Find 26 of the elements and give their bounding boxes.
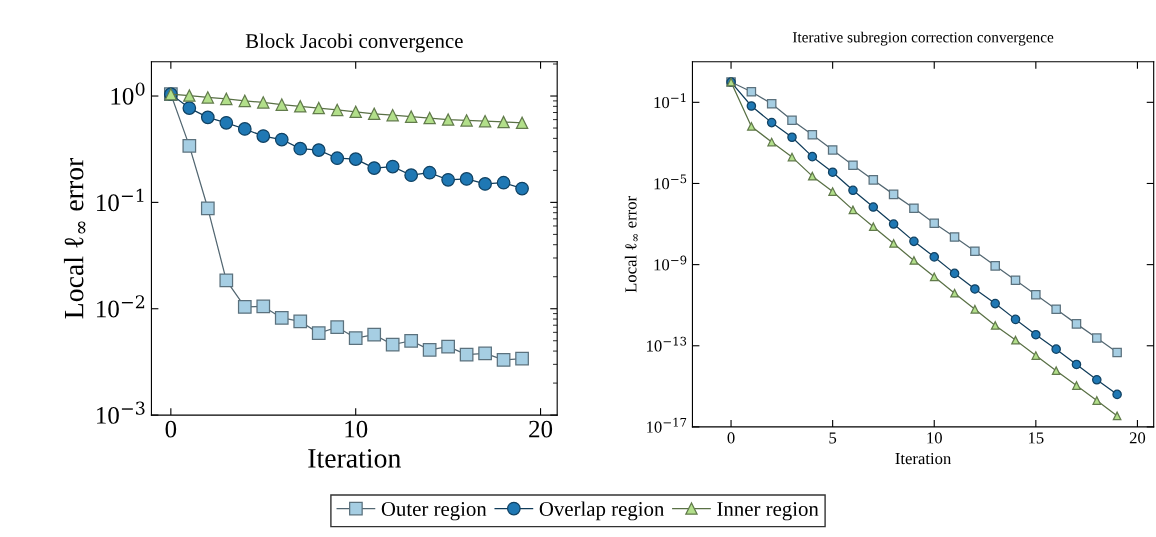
chart-title: Iterative subregion correction convergence: [792, 31, 1054, 46]
x-tick-label: 15: [1028, 432, 1044, 444]
y-axis-title: Local ℓ$_{∞}$ error: [624, 196, 638, 293]
x-axis-title: Iteration: [308, 449, 401, 468]
y-tick-label: 10$^{−3}$: [97, 401, 145, 424]
y-tick-label: 10$^{−1}$: [654, 93, 686, 109]
y-tick-label: 10$^{0}$: [111, 82, 145, 105]
chart-title: Block Jacobi convergence: [245, 33, 463, 53]
x-tick-label: 5: [829, 432, 837, 444]
y-axis-title: Local ℓ$_{∞}$ error: [63, 157, 86, 319]
y-tick-label: 10$^{−2}$: [97, 295, 145, 318]
y-tick-label: 10$^{−9}$: [654, 255, 687, 271]
y-tick-label: 10$^{−5}$: [654, 174, 687, 190]
legend-label: Inner region: [717, 502, 819, 521]
x-tick-label: 20: [1129, 432, 1146, 444]
x-tick-label: 20: [529, 420, 553, 438]
x-tick-label: 10: [345, 420, 368, 438]
x-tick-label: 0: [165, 420, 177, 438]
x-tick-label: 10: [927, 432, 942, 444]
y-tick-label: 10$^{−1}$: [97, 188, 144, 212]
x-axis-title: Iteration: [895, 452, 952, 465]
x-tick-label: 0: [727, 432, 735, 444]
y-tick-label: 10$^{−13}$: [647, 336, 687, 352]
y-tick-label: 10$^{−17}$: [647, 417, 687, 433]
legend-label: Overlap region: [539, 501, 665, 521]
legend-label: Outer region: [381, 502, 487, 521]
